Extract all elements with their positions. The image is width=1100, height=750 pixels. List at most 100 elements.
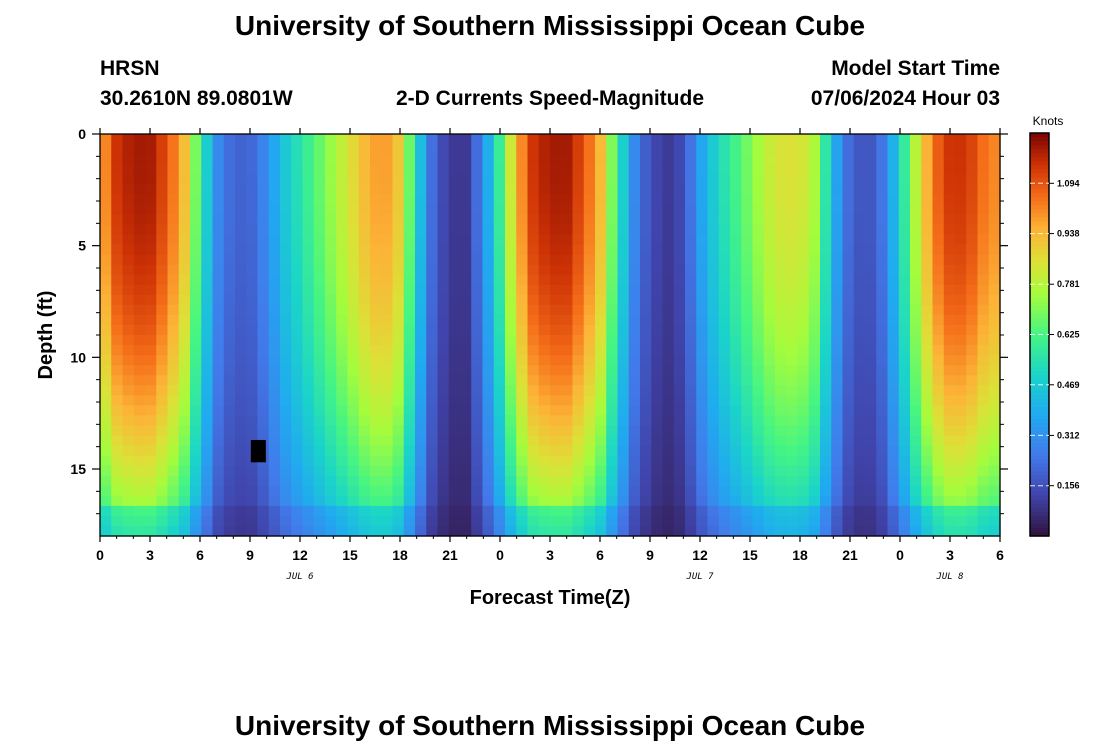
heatmap-cell	[606, 214, 619, 226]
heatmap-cell	[921, 204, 934, 215]
heatmap-cell	[673, 525, 686, 537]
heatmap-cell	[212, 134, 225, 145]
heatmap-cell	[910, 525, 922, 537]
heatmap-cell	[685, 455, 697, 467]
heatmap-cell	[808, 465, 821, 477]
heatmap-cell	[561, 144, 574, 155]
heatmap-cell	[921, 525, 934, 537]
heatmap-cell	[167, 505, 180, 517]
heatmap-cell	[403, 274, 416, 286]
heatmap-cell	[291, 304, 304, 316]
heatmap-cell	[280, 335, 292, 346]
heatmap-cell	[673, 254, 686, 266]
heatmap-cell	[808, 324, 821, 336]
heatmap-cell	[628, 375, 641, 386]
heatmap-cell	[943, 184, 956, 195]
colorbar-band	[1030, 403, 1049, 408]
heatmap-cell	[943, 385, 956, 396]
heatmap-cell	[887, 485, 900, 497]
heatmap-cell	[752, 415, 765, 427]
heatmap-cell	[898, 234, 911, 246]
heatmap-cell	[403, 304, 416, 316]
heatmap-cell	[178, 224, 191, 236]
heatmap-cell	[831, 475, 844, 487]
heatmap-cell	[493, 304, 506, 316]
heatmap-cell	[415, 525, 427, 537]
heatmap-cell	[167, 465, 180, 477]
colorbar-band	[1030, 435, 1049, 440]
heatmap-cell	[887, 445, 900, 457]
heatmap-cell	[786, 304, 799, 316]
heatmap-cell	[651, 314, 664, 326]
heatmap-cell	[336, 244, 349, 256]
heatmap-cell	[516, 204, 529, 215]
heatmap-cell	[561, 224, 574, 236]
heatmap-cell	[448, 485, 461, 497]
heatmap-cell	[673, 264, 686, 276]
heatmap-cell	[415, 234, 427, 246]
heatmap-cell	[730, 445, 742, 457]
heatmap-cell	[370, 355, 382, 366]
heatmap-cell	[640, 324, 652, 336]
heatmap-cell	[527, 435, 540, 447]
heatmap-cell	[358, 294, 371, 306]
heatmap-cell	[516, 194, 529, 205]
heatmap-cell	[448, 264, 461, 276]
heatmap-cell	[336, 264, 349, 276]
heatmap-cell	[876, 495, 889, 507]
heatmap-cell	[943, 365, 956, 376]
heatmap-cell	[910, 455, 922, 467]
heatmap-cell	[437, 204, 450, 215]
heatmap-cell	[820, 365, 832, 376]
heatmap-cell	[606, 485, 619, 497]
heatmap-cell	[370, 244, 382, 256]
heatmap-cell	[932, 505, 945, 517]
heatmap-cell	[876, 324, 889, 336]
heatmap-cell	[898, 375, 911, 386]
heatmap-cell	[381, 525, 394, 537]
colorbar-band	[1030, 197, 1049, 203]
heatmap-cell	[527, 525, 540, 537]
heatmap-cell	[302, 475, 315, 487]
heatmap-cell	[842, 345, 855, 356]
heatmap-cell	[673, 395, 686, 406]
heatmap-cell	[392, 204, 405, 215]
heatmap-cell	[808, 475, 821, 487]
heatmap-cell	[313, 204, 326, 215]
colorbar-band	[1030, 495, 1049, 501]
heatmap-cell	[820, 385, 832, 396]
heatmap-cell	[763, 274, 776, 286]
heatmap-cell	[977, 345, 990, 356]
heatmap-cell	[336, 355, 349, 366]
heatmap-cell	[527, 194, 540, 205]
heatmap-cell	[820, 234, 832, 246]
heatmap-cell	[178, 465, 191, 477]
heatmap-cell	[527, 254, 540, 266]
heatmap-cell	[797, 154, 810, 165]
heatmap-cell	[178, 304, 191, 316]
heatmap-cell	[763, 375, 776, 386]
heatmap-cell	[223, 164, 236, 175]
heatmap-cell	[347, 345, 360, 356]
heatmap-cell	[583, 515, 596, 527]
heatmap-cell	[966, 445, 979, 457]
heatmap-cell	[797, 485, 810, 497]
heatmap-cell	[842, 395, 855, 406]
heatmap-cell	[246, 144, 259, 155]
heatmap-cell	[291, 134, 304, 145]
heatmap-cell	[246, 415, 259, 427]
colorbar-band	[1030, 475, 1049, 481]
heatmap-cell	[223, 214, 236, 226]
heatmap-cell	[741, 244, 754, 256]
heatmap-cell	[381, 194, 394, 205]
heatmap-cell	[223, 505, 236, 517]
heatmap-cell	[640, 134, 652, 145]
heatmap-cell	[133, 515, 146, 527]
heatmap-cell	[763, 345, 776, 356]
heatmap-cell	[223, 525, 236, 537]
heatmap-cell	[696, 375, 709, 386]
heatmap-cell	[898, 284, 911, 296]
heatmap-cell	[865, 385, 877, 396]
heatmap-cell	[775, 284, 787, 296]
heatmap-cell	[898, 184, 911, 195]
